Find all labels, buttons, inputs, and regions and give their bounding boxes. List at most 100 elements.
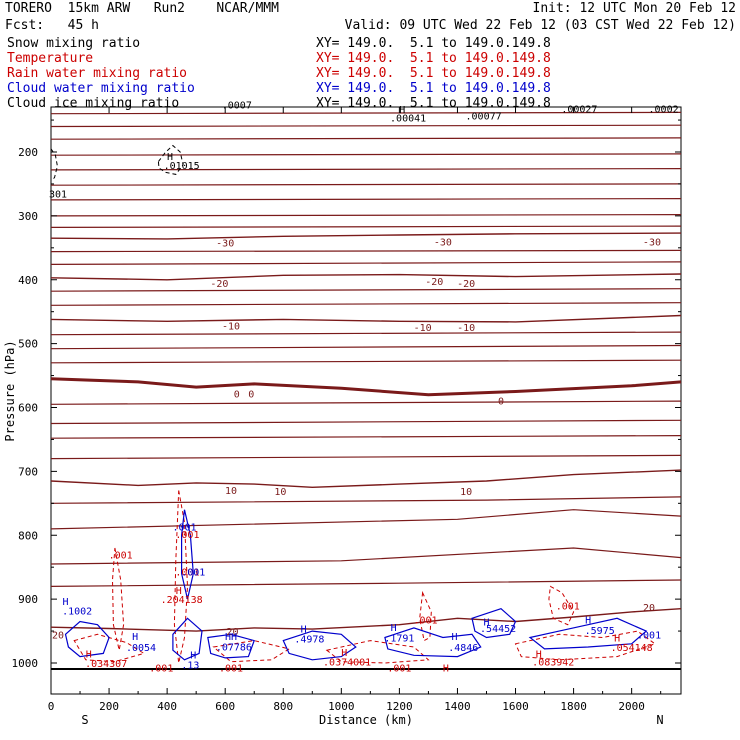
rain-contours [73, 490, 656, 664]
rain-label: .001 [175, 530, 199, 541]
rain-label: .001 [219, 663, 243, 674]
cloud-water-label: HH [225, 632, 237, 643]
cloud-water-label: .5975 [585, 626, 615, 637]
x-tick-label: 1400 [444, 700, 471, 713]
x-tick-label: 200 [99, 700, 119, 713]
xy-range-cloud-water: XY= 149.0. 5.1 to 149.0.149.8 [316, 81, 551, 96]
isotherm-label: 20 [52, 630, 64, 641]
isotherm-line [50, 547, 682, 565]
cloud-water-contour [64, 620, 110, 658]
isotherm-label: -30 [643, 237, 661, 248]
left-endpoint-label: S [81, 713, 88, 727]
rain-label: H [86, 649, 92, 660]
xy-range-rain: XY= 149.0. 5.1 to 149.0.149.8 [316, 66, 551, 81]
isotherm-line [50, 198, 682, 201]
x-axis-label: Distance (km) [319, 713, 413, 727]
isotherm-label: -20 [210, 279, 228, 290]
snow-contour [50, 148, 58, 182]
cloud-water-label: .54452 [480, 624, 516, 635]
snow-label: .01015 [164, 161, 200, 172]
cloud-water-label: H [585, 616, 591, 627]
isotherm-label: -10 [222, 322, 240, 333]
cloud-water-contour [471, 608, 517, 639]
snow-contours [50, 144, 184, 182]
x-tick-label: 600 [215, 700, 235, 713]
snow-label: .00027 [561, 105, 597, 116]
rain-label: H [341, 648, 347, 659]
isotherm-line [50, 302, 682, 306]
cloud-water-label: H [391, 623, 397, 634]
isotherm-line [50, 419, 682, 425]
rain-contour [419, 590, 432, 642]
rain-label: .0374001 [323, 658, 371, 669]
isotherm-line [50, 496, 682, 504]
isotherm-line [50, 111, 682, 115]
rain-label: .001 [149, 663, 173, 674]
isotherm-line [50, 509, 682, 530]
isotherm-line [50, 454, 682, 460]
y-tick-label: 200 [18, 146, 38, 159]
cloud-water-contour [181, 509, 194, 600]
isotherm-line [50, 400, 682, 405]
snow-label: .00041 [390, 114, 426, 125]
cloud-water-contour [172, 617, 203, 661]
cloud-water-contours [64, 509, 648, 661]
isotherm-line [50, 183, 682, 186]
isotherm-label: -10 [414, 323, 432, 334]
rain-label: .034307 [85, 659, 127, 670]
isotherm-line [50, 261, 682, 265]
cloud-water-contour [528, 617, 648, 650]
snow-label: .0007 [222, 101, 252, 112]
y-axis-label: Pressure (hPa) [3, 340, 17, 441]
isotherm-line-labelled [50, 273, 682, 281]
xy-range-temperature: XY= 149.0. 5.1 to 149.0.149.8 [316, 51, 551, 66]
isotherm-label: 20 [226, 627, 238, 638]
isotherm-line [50, 359, 682, 364]
rain-label: .204138 [161, 595, 203, 606]
snow-label: H [167, 152, 173, 163]
cloud-water-label: .0054 [126, 643, 156, 654]
isotherm-line [50, 168, 682, 171]
isotherm-line [50, 137, 682, 140]
rain-contour [73, 633, 146, 663]
isotherm-label: -20 [457, 279, 475, 290]
isotherm-label: 10 [460, 487, 472, 498]
rain-label: H [443, 663, 449, 674]
rain-label: .001 [387, 663, 411, 674]
isotherm-line [50, 331, 682, 336]
model-title: TORERO 15km ARW Run2 NCAR/MMM [5, 1, 279, 16]
isotherm-line [50, 288, 682, 292]
field-label-cloud-water: Cloud water mixing ratio [7, 81, 195, 96]
field-label-rain: Rain water mixing ratio [7, 66, 188, 81]
cloud-water-label: H [63, 597, 69, 608]
snow-label: H [399, 105, 405, 116]
x-tick-label: 1800 [560, 700, 587, 713]
y-tick-label: 900 [18, 593, 38, 606]
rain-label: H [176, 586, 182, 597]
cloud-water-label: H [483, 617, 489, 628]
isotherm-label: 10 [225, 486, 237, 497]
isotherm-label: -20 [425, 277, 443, 288]
cloud-water-label: H [301, 625, 307, 636]
isotherm-line [50, 435, 682, 439]
valid-time: Valid: 09 UTC Wed 22 Feb 12 (03 CST Wed … [344, 18, 736, 33]
isotherm-line [50, 344, 682, 350]
rain-label: H [536, 649, 542, 660]
rain-label: .001 [413, 616, 437, 627]
temperature-isotherms [50, 111, 682, 632]
cloud-water-contour [384, 627, 482, 658]
cloud-water-label: .1791 [384, 633, 414, 644]
isotherm-line-labelled [50, 469, 682, 489]
isotherm-line [50, 579, 682, 587]
cloud-water-label: H [452, 632, 458, 643]
cloud-water-contour [207, 633, 255, 659]
isotherm-label: -30 [216, 239, 234, 250]
cloud-water-contour [282, 630, 357, 661]
isotherm-line [50, 249, 682, 253]
x-tick-label: 800 [273, 700, 293, 713]
rain-label: .001 [556, 602, 580, 613]
init-time: Init: 12 UTC Mon 20 Feb 12 [532, 1, 737, 16]
